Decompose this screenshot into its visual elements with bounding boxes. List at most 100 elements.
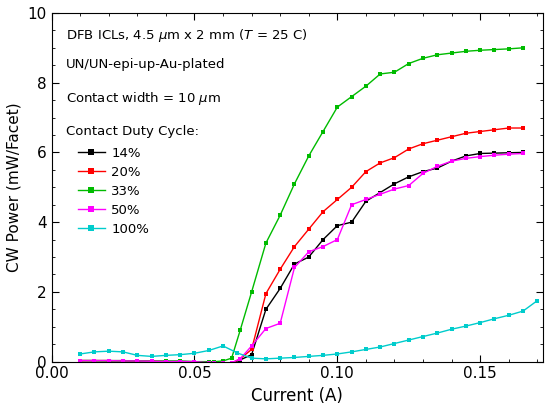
100% <box>477 320 483 325</box>
50% <box>248 344 255 349</box>
50% <box>520 151 526 156</box>
14% <box>405 174 412 179</box>
20% <box>420 141 426 146</box>
50% <box>163 359 169 364</box>
Y-axis label: CW Power (mW/Facet): CW Power (mW/Facet) <box>7 103 22 272</box>
100% <box>434 330 441 335</box>
50% <box>391 187 398 192</box>
33% <box>320 129 326 134</box>
50% <box>305 249 312 254</box>
14% <box>237 358 244 363</box>
14% <box>448 159 455 164</box>
100% <box>277 356 283 360</box>
20% <box>206 361 212 366</box>
50% <box>91 358 98 363</box>
20% <box>362 169 369 174</box>
33% <box>134 358 141 363</box>
100% <box>391 341 398 346</box>
33% <box>148 359 155 364</box>
20% <box>262 291 269 296</box>
33% <box>77 358 84 363</box>
50% <box>505 152 512 157</box>
20% <box>305 227 312 232</box>
100% <box>148 354 155 359</box>
50% <box>477 154 483 159</box>
100% <box>120 349 127 354</box>
50% <box>220 360 227 365</box>
100% <box>377 344 383 349</box>
20% <box>377 160 383 165</box>
33% <box>91 358 98 363</box>
20% <box>220 362 227 367</box>
33% <box>277 213 283 218</box>
33% <box>291 181 298 186</box>
Text: Contact width = 10 $\mu$m: Contact width = 10 $\mu$m <box>67 90 222 107</box>
50% <box>448 159 455 164</box>
100% <box>191 351 198 356</box>
50% <box>206 360 212 365</box>
14% <box>262 307 269 312</box>
Line: 33%: 33% <box>78 45 525 364</box>
14% <box>91 358 98 363</box>
50% <box>134 358 141 363</box>
33% <box>191 359 198 364</box>
20% <box>177 359 184 364</box>
14% <box>248 352 255 357</box>
14% <box>77 358 84 363</box>
20% <box>405 146 412 151</box>
50% <box>148 359 155 364</box>
14% <box>434 166 441 171</box>
100% <box>305 354 312 359</box>
Legend: 14%, 20%, 33%, 50%, 100%: 14%, 20%, 33%, 50%, 100% <box>73 142 155 241</box>
33% <box>348 94 355 99</box>
20% <box>334 197 340 202</box>
50% <box>377 192 383 197</box>
Line: 14%: 14% <box>78 150 525 367</box>
14% <box>362 199 369 204</box>
33% <box>463 49 469 54</box>
14% <box>391 181 398 186</box>
100% <box>420 334 426 339</box>
100% <box>320 353 326 358</box>
20% <box>291 244 298 249</box>
20% <box>163 359 169 364</box>
100% <box>405 337 412 342</box>
50% <box>106 358 112 363</box>
50% <box>491 153 498 158</box>
100% <box>163 353 169 358</box>
14% <box>377 190 383 195</box>
50% <box>348 202 355 207</box>
100% <box>505 313 512 318</box>
20% <box>505 126 512 131</box>
33% <box>391 70 398 75</box>
33% <box>206 359 212 364</box>
20% <box>77 358 84 363</box>
14% <box>206 360 212 365</box>
14% <box>228 361 235 366</box>
20% <box>237 356 244 361</box>
33% <box>211 359 218 364</box>
100% <box>534 298 541 303</box>
14% <box>291 262 298 267</box>
14% <box>134 358 141 363</box>
100% <box>134 353 141 358</box>
50% <box>228 360 235 365</box>
33% <box>491 47 498 52</box>
20% <box>120 358 127 363</box>
Line: 20%: 20% <box>78 126 525 367</box>
33% <box>120 358 127 363</box>
20% <box>277 267 283 272</box>
20% <box>148 359 155 364</box>
14% <box>505 150 512 155</box>
33% <box>477 48 483 53</box>
14% <box>334 223 340 228</box>
14% <box>477 151 483 156</box>
Text: DFB ICLs, 4.5 $\mu$m x 2 mm ($\it{T}$ = 25 C): DFB ICLs, 4.5 $\mu$m x 2 mm ($\it{T}$ = … <box>67 27 308 44</box>
14% <box>220 362 227 367</box>
Text: UN/UN-epi-up-Au-plated: UN/UN-epi-up-Au-plated <box>67 58 226 71</box>
14% <box>106 358 112 363</box>
100% <box>362 347 369 352</box>
50% <box>77 358 84 363</box>
14% <box>148 359 155 364</box>
33% <box>262 241 269 246</box>
